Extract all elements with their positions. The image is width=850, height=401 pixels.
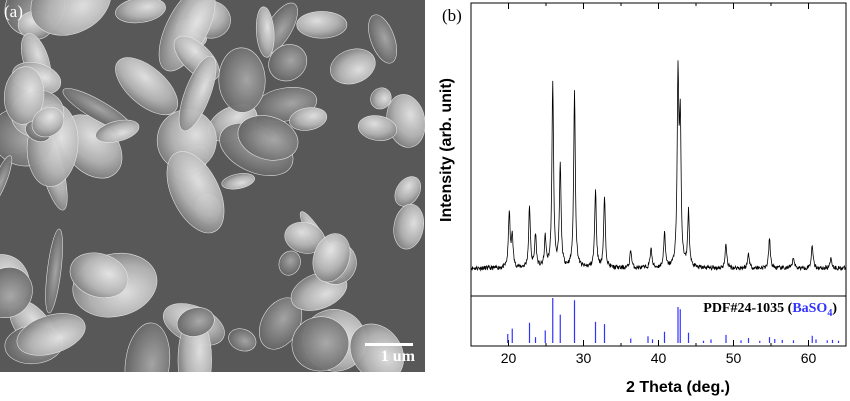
sem-flake bbox=[349, 323, 404, 372]
sem-flake bbox=[289, 107, 328, 131]
sem-flake bbox=[255, 6, 275, 58]
sem-flake bbox=[0, 267, 33, 318]
measured-pattern-series bbox=[470, 60, 847, 272]
sem-flake bbox=[296, 11, 348, 39]
sem-flake bbox=[45, 228, 63, 314]
x-tick-label: 40 bbox=[651, 350, 667, 366]
sem-flakes bbox=[0, 0, 425, 372]
sem-flake bbox=[16, 313, 86, 356]
plot-border bbox=[470, 2, 847, 347]
y-axis-label: Intensity (arb. unit) bbox=[438, 78, 455, 222]
sem-flake bbox=[178, 55, 217, 132]
sem-flake bbox=[115, 57, 178, 116]
scale-bar-label: 1 um bbox=[380, 348, 415, 365]
panel-label-b: (b) bbox=[442, 6, 462, 25]
x-axis-ticks: 20 30 40 50 60 bbox=[470, 3, 847, 366]
x-tick-label: 50 bbox=[726, 350, 742, 366]
sem-flake bbox=[3, 66, 45, 125]
panel-label-a: (a) bbox=[4, 2, 23, 21]
sem-flake bbox=[30, 0, 112, 36]
measured-pattern-line bbox=[470, 60, 847, 272]
sem-flake bbox=[221, 173, 255, 190]
sem-flake bbox=[228, 328, 257, 352]
plot-frame bbox=[470, 2, 847, 347]
reference-sticks-series bbox=[507, 298, 840, 343]
sem-image bbox=[0, 0, 425, 372]
sem-flake bbox=[394, 176, 422, 207]
sem-flake bbox=[95, 119, 140, 143]
sem-flake bbox=[0, 155, 13, 208]
sem-flake bbox=[237, 115, 299, 161]
sem-flake bbox=[115, 0, 166, 24]
sem-flake bbox=[291, 316, 350, 372]
sem-flake bbox=[312, 233, 351, 283]
x-tick-label: 30 bbox=[576, 350, 592, 366]
sem-flake bbox=[31, 106, 65, 138]
sem-flake bbox=[166, 151, 225, 234]
sem-flake bbox=[368, 14, 397, 64]
x-tick-label: 60 bbox=[801, 350, 817, 366]
sem-micrograph: (a) 1 um bbox=[0, 0, 425, 372]
sem-flake bbox=[268, 44, 308, 82]
sem-flake bbox=[393, 203, 425, 250]
sem-flake bbox=[158, 0, 216, 72]
sem-flake bbox=[69, 252, 129, 299]
sem-flake bbox=[176, 307, 215, 337]
sem-flake bbox=[357, 115, 398, 141]
sem-flake bbox=[370, 87, 392, 110]
sem-flake bbox=[124, 322, 171, 372]
x-tick-label: 20 bbox=[501, 350, 517, 366]
sem-flake bbox=[218, 47, 266, 113]
reference-label: PDF#24-1035 (BaSO4) bbox=[703, 301, 837, 319]
scale-bar bbox=[365, 343, 413, 346]
xrd-chart: 20 30 40 50 60 PDF#24-1035 (BaSO4) 2 Theta (… bbox=[438, 2, 847, 396]
x-axis-label: 2 Theta (deg.) bbox=[626, 379, 730, 396]
sem-flake bbox=[278, 250, 301, 276]
sem-flake bbox=[329, 48, 376, 85]
